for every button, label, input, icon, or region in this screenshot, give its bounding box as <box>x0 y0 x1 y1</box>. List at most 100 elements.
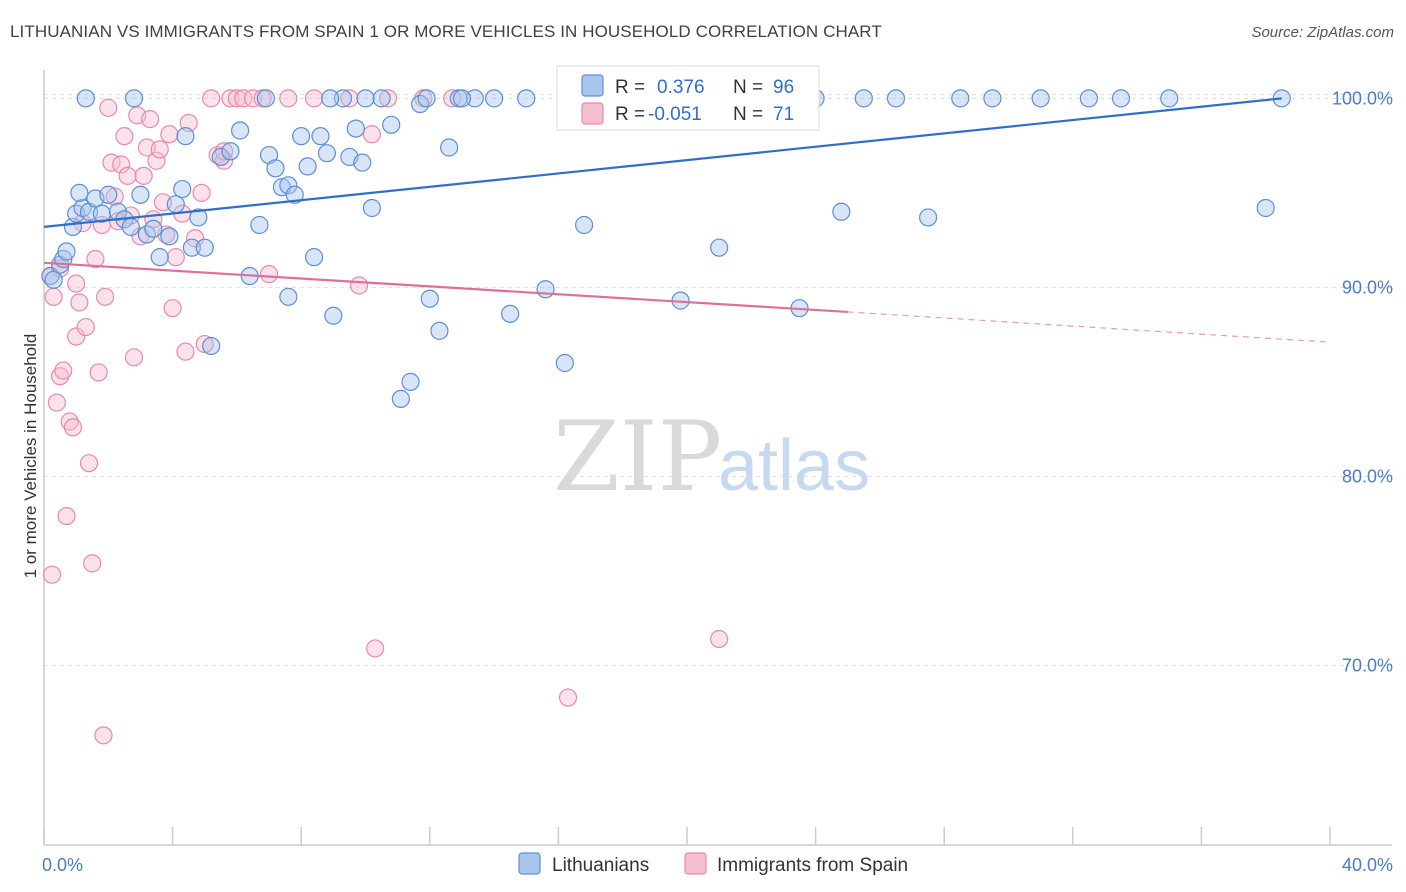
data-point <box>346 119 365 138</box>
data-point <box>121 217 140 236</box>
data-point <box>150 248 169 267</box>
data-point <box>292 127 311 146</box>
data-point <box>420 289 439 308</box>
data-point <box>378 89 398 108</box>
data-point <box>256 89 275 108</box>
source-label: Source: ZipAtlas.com <box>1251 24 1394 41</box>
data-point <box>234 89 253 108</box>
data-point <box>134 166 153 185</box>
data-point <box>1160 89 1179 108</box>
x-tick-labels: 0.0% 40.0% <box>42 855 1393 875</box>
data-point <box>189 208 208 227</box>
data-point <box>202 336 221 356</box>
data-point <box>76 317 95 337</box>
data-point <box>298 157 317 176</box>
data-point <box>221 142 240 161</box>
y-tick-labels: 70.0% 80.0% 90.0% 100.0% <box>1332 88 1393 675</box>
data-point <box>124 89 144 108</box>
data-point <box>401 372 420 391</box>
data-point <box>285 185 304 204</box>
data-point <box>417 89 436 108</box>
data-point <box>192 183 211 202</box>
legend-r-label-2: R = <box>615 104 645 125</box>
data-point <box>60 412 79 431</box>
data-point <box>166 195 185 214</box>
data-point <box>439 138 459 157</box>
data-point <box>176 127 195 146</box>
axes <box>43 70 1392 846</box>
data-point <box>176 342 195 361</box>
data-point <box>99 98 118 117</box>
bottom-legend-swatch-blue <box>518 852 541 875</box>
legend-n-value-2: 71 <box>773 104 794 125</box>
data-point <box>47 393 66 412</box>
data-point <box>202 89 221 108</box>
data-point <box>353 153 372 172</box>
data-point <box>362 198 382 218</box>
data-point <box>221 89 240 108</box>
watermark-atlas: atlas <box>718 426 870 506</box>
data-point <box>555 353 574 373</box>
data-point <box>340 89 359 108</box>
watermark: ZIP atlas <box>553 401 870 513</box>
data-point <box>99 185 118 204</box>
data-point <box>70 183 89 202</box>
data-point <box>279 287 298 306</box>
series-immigrants-from-spain <box>41 89 729 745</box>
data-point <box>452 89 472 108</box>
data-point <box>1111 89 1131 108</box>
data-point <box>919 208 938 227</box>
data-point <box>195 238 214 257</box>
legend-n-value-1: 96 <box>773 77 794 98</box>
data-point <box>1079 89 1098 108</box>
y-tick-label: 70.0% <box>1342 655 1393 675</box>
data-point <box>144 219 163 238</box>
data-point <box>710 629 729 649</box>
data-point <box>86 249 105 269</box>
data-point <box>324 306 343 325</box>
data-point <box>50 367 70 386</box>
trend-line-extension <box>847 311 1331 343</box>
legend-n-label-1: N = <box>733 77 763 98</box>
data-point <box>485 89 504 108</box>
data-point <box>173 179 192 199</box>
data-point <box>94 726 113 745</box>
data-point <box>333 89 353 108</box>
data-point <box>95 287 115 306</box>
data-point <box>140 110 160 129</box>
data-point <box>44 287 63 306</box>
data-point <box>79 454 99 473</box>
data-point <box>430 321 449 340</box>
data-point <box>163 299 182 318</box>
data-point <box>356 89 375 108</box>
legend-r-label-1: R = <box>615 77 645 98</box>
top-legend: R = 0.376 N = 96 R = -0.051 N = 71 <box>556 65 820 131</box>
data-point <box>951 89 970 108</box>
data-point <box>443 89 462 108</box>
bottom-legend-swatch-pink <box>684 852 707 875</box>
data-point <box>44 270 63 289</box>
bottom-legend-immigrants-from-spain: Immigrants from Spain <box>717 855 908 876</box>
data-point <box>372 89 391 108</box>
data-point <box>67 274 86 293</box>
data-point <box>983 89 1002 108</box>
legend-n-label-2: N = <box>733 104 763 125</box>
data-point <box>92 204 111 223</box>
data-point <box>76 89 95 108</box>
data-point <box>886 89 906 108</box>
data-point <box>1031 89 1050 108</box>
data-point <box>195 334 214 354</box>
data-point <box>115 127 134 146</box>
data-point <box>311 127 330 146</box>
data-point <box>575 215 594 235</box>
data-point <box>366 639 385 658</box>
bottom-legend: Lithuanians Immigrants from Spain <box>518 852 908 876</box>
data-point <box>42 565 62 584</box>
data-point <box>349 276 369 295</box>
trend-line-immigrants-from-spain <box>43 261 848 314</box>
data-point <box>89 363 108 382</box>
data-point <box>63 418 83 437</box>
data-point <box>259 265 279 284</box>
series-lithuanians <box>41 89 1291 409</box>
